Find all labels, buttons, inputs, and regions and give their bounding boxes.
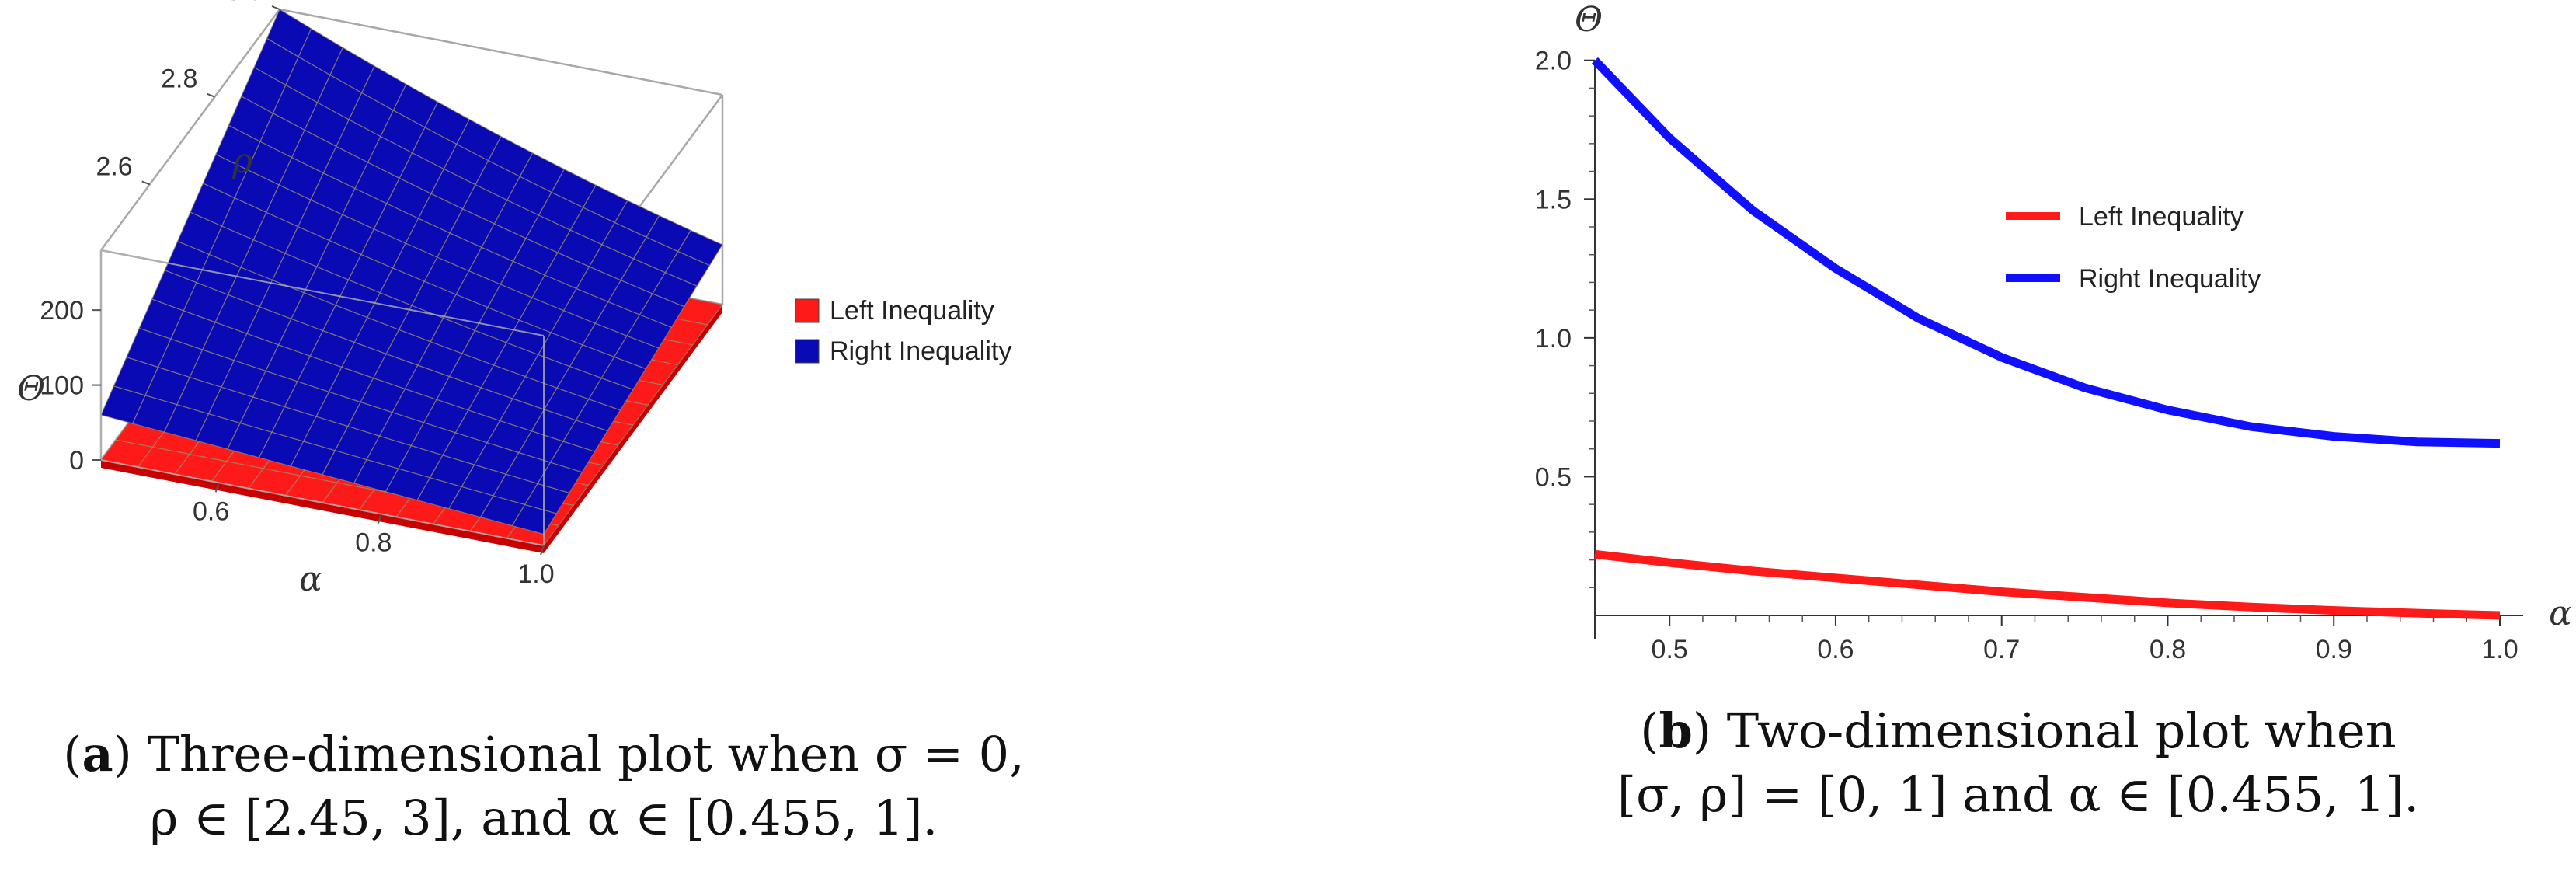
surface-right-inequality (100, 9, 723, 535)
panel-a-3d-plot: 0.6 0.8 1.0 α 2.6 2.8 3.0 ρ 0 100 200 Θ Left Inequal… (0, 0, 1088, 892)
rho-tick-label: 2.8 (161, 64, 197, 94)
panel-b-2d-plot: 0.5 0.6 0.7 0.8 0.9 1.0 0.5 1.0 1.5 2.0 α Θ Left Ine… (1460, 0, 2576, 892)
rho-tick-label: 3.0 (226, 0, 263, 6)
series-line-right (1592, 57, 2501, 448)
caption-a-line1: (a) Three-dimensional plot when σ = 0, (63, 726, 1025, 782)
alpha-tick-label: 0.6 (193, 497, 229, 526)
y-tick-label: 2.0 (1535, 47, 1572, 76)
y-tick-label: 1.0 (1535, 324, 1572, 354)
alpha-tick-label: 0.8 (355, 528, 392, 558)
theta-tick-label: 100 (40, 371, 84, 401)
alpha-axis-label: α (299, 559, 322, 599)
surface-plot-svg: 0.6 0.8 1.0 α 2.6 2.8 3.0 ρ 0 100 200 Θ Left Inequal… (17, 0, 1011, 599)
alpha-tick-label: 1.0 (517, 559, 554, 589)
caption-a-line2: ρ ∈ [2.45, 3], and α ∈ [0.455, 1]. (149, 789, 938, 846)
rho-tick-label: 2.6 (96, 152, 132, 181)
legend-label: Left Inequality (2079, 202, 2244, 232)
alpha-tick-mark (540, 545, 545, 556)
legend-label: Right Inequality (2079, 264, 2261, 294)
y-tick-label: 0.5 (1535, 462, 1572, 492)
left-surface-front-edge (101, 460, 544, 553)
series-line-left (1594, 549, 2501, 620)
caption-a-text1: Three-dimensional plot when σ = 0, (147, 726, 1025, 782)
rho-tick-mark (271, 5, 280, 10)
alpha-tick-mark (377, 514, 382, 524)
legend-swatch (795, 339, 820, 364)
x-axis-label: α (2549, 594, 2572, 633)
rho-tick-mark (141, 180, 151, 186)
y-tick-label: 1.5 (1535, 185, 1572, 214)
left-surface-side-edge (544, 305, 722, 553)
caption-b-line1: (b) Two-dimensional plot when (1640, 702, 2397, 759)
caption-b-text1: Two-dimensional plot when (1726, 702, 2397, 759)
caption-b-line2: [σ, ρ] = [0, 1] and α ∈ [0.455, 1]. (1617, 765, 2420, 823)
alpha-tick-mark (214, 482, 220, 493)
bounding-box-edge (99, 9, 281, 251)
legend-swatch (795, 298, 820, 323)
y-axis-label: Θ (1575, 0, 1603, 40)
caption-a: (a) Three-dimensional plot when σ = 0, ρ… (0, 723, 1088, 850)
legend-label: Left Inequality (830, 296, 994, 326)
legend-label: Right Inequality (830, 336, 1011, 366)
caption-a-letter: a (82, 726, 113, 782)
rho-tick-mark (206, 92, 215, 98)
x-tick-label: 0.8 (2150, 635, 2186, 664)
theta-tick-label: 200 (40, 296, 84, 326)
x-tick-label: 0.6 (1817, 635, 1854, 664)
line-plot-svg: 0.5 0.6 0.7 0.8 0.9 1.0 0.5 1.0 1.5 2.0 α Θ Left Ine… (1535, 0, 2572, 664)
x-tick-label: 0.7 (1983, 635, 2020, 664)
bounding-box-edge (279, 8, 723, 96)
rho-axis-label: ρ (231, 141, 252, 181)
caption-b-letter: b (1659, 702, 1693, 759)
caption-b: (b) Two-dimensional plot when [σ, ρ] = [… (1460, 699, 2576, 827)
front-box-edge (100, 459, 545, 546)
theta-axis-label: Θ (17, 369, 45, 409)
x-tick-label: 0.5 (1652, 635, 1688, 664)
surface-cell (677, 229, 723, 267)
front-box-edge (100, 249, 545, 336)
theta-tick-label: 0 (69, 446, 84, 476)
x-tick-label: 0.9 (2316, 635, 2352, 664)
x-tick-label: 1.0 (2481, 635, 2518, 664)
